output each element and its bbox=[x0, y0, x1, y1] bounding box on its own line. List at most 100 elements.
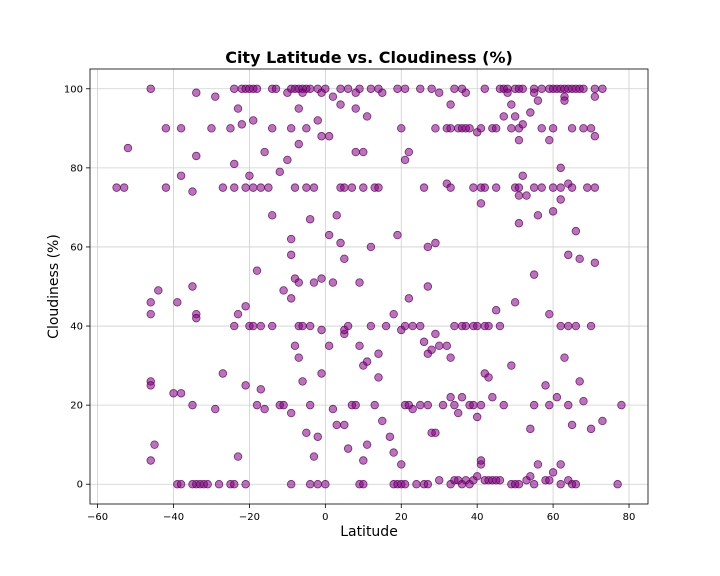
data-point bbox=[545, 309, 554, 319]
data-point bbox=[381, 321, 391, 331]
data-point bbox=[575, 377, 584, 386]
x-tick-label: 0 bbox=[322, 512, 328, 523]
data-point bbox=[507, 124, 516, 133]
grid-lines bbox=[90, 69, 648, 504]
data-point bbox=[431, 329, 440, 339]
y-tick-label: 100 bbox=[64, 84, 83, 95]
data-point bbox=[249, 183, 258, 192]
data-point bbox=[226, 124, 235, 133]
data-point bbox=[590, 84, 600, 93]
data-point bbox=[571, 321, 581, 331]
data-point bbox=[268, 321, 277, 331]
data-point bbox=[260, 147, 269, 157]
x-tick-label: −20 bbox=[239, 512, 260, 523]
data-point bbox=[400, 321, 410, 331]
data-point bbox=[484, 321, 493, 331]
data-point bbox=[613, 480, 622, 489]
chart-title: City Latitude vs. Cloudiness (%) bbox=[225, 48, 513, 67]
data-point bbox=[336, 100, 345, 109]
data-point bbox=[211, 92, 220, 101]
data-point bbox=[279, 400, 288, 410]
data-point bbox=[378, 416, 387, 426]
data-point bbox=[529, 183, 539, 192]
data-point bbox=[446, 100, 455, 109]
y-axis-label: Cloudiness (%) bbox=[46, 234, 62, 339]
data-point bbox=[366, 84, 376, 93]
data-point bbox=[541, 381, 550, 390]
data-point bbox=[294, 139, 303, 149]
data-point bbox=[161, 124, 171, 133]
data-point bbox=[495, 321, 505, 331]
data-point bbox=[537, 124, 546, 133]
data-point bbox=[586, 124, 596, 133]
data-point bbox=[305, 321, 315, 331]
x-tick-label: 60 bbox=[547, 512, 560, 523]
data-point bbox=[450, 400, 459, 410]
data-point bbox=[230, 480, 239, 489]
data-point bbox=[283, 88, 292, 97]
data-point bbox=[491, 124, 501, 133]
data-point bbox=[286, 250, 296, 260]
data-point bbox=[526, 108, 535, 117]
data-point bbox=[286, 124, 296, 133]
data-point bbox=[556, 321, 565, 331]
data-point bbox=[351, 400, 360, 410]
data-point bbox=[302, 124, 311, 133]
data-point bbox=[161, 183, 171, 192]
data-point bbox=[526, 424, 535, 434]
data-point bbox=[351, 88, 360, 97]
data-point bbox=[321, 480, 330, 489]
y-tick-label: 80 bbox=[70, 163, 83, 174]
data-point bbox=[598, 84, 607, 93]
data-point bbox=[514, 183, 524, 192]
data-point bbox=[271, 84, 281, 93]
data-point bbox=[328, 92, 338, 101]
data-point bbox=[537, 84, 546, 93]
data-point bbox=[309, 452, 319, 461]
data-point bbox=[218, 183, 228, 192]
data-point bbox=[256, 385, 266, 394]
data-point bbox=[564, 250, 573, 260]
data-point bbox=[476, 124, 486, 133]
data-point bbox=[431, 238, 440, 248]
data-point bbox=[328, 278, 338, 287]
data-point bbox=[275, 167, 284, 177]
data-point bbox=[317, 325, 326, 335]
data-point bbox=[518, 84, 527, 93]
data-point bbox=[332, 420, 341, 430]
data-point bbox=[590, 92, 600, 101]
data-point bbox=[427, 345, 436, 354]
data-point bbox=[461, 321, 470, 331]
data-point bbox=[567, 183, 577, 192]
data-point bbox=[146, 84, 155, 93]
data-point bbox=[268, 124, 277, 133]
data-point bbox=[507, 361, 516, 370]
data-point bbox=[480, 183, 489, 192]
data-point bbox=[419, 183, 429, 192]
y-tick-label: 0 bbox=[77, 480, 83, 491]
data-point bbox=[529, 480, 539, 489]
data-point bbox=[359, 147, 368, 157]
data-point bbox=[298, 321, 307, 331]
data-point bbox=[241, 302, 250, 311]
data-point bbox=[617, 400, 626, 410]
data-point bbox=[484, 373, 493, 382]
data-point bbox=[575, 254, 584, 264]
data-point bbox=[218, 369, 228, 378]
data-point bbox=[400, 155, 410, 165]
data-point bbox=[230, 159, 239, 169]
data-point bbox=[480, 84, 489, 93]
data-point bbox=[491, 183, 501, 192]
data-point bbox=[499, 112, 508, 121]
data-point bbox=[454, 408, 463, 418]
data-point bbox=[298, 88, 307, 97]
data-point bbox=[249, 116, 258, 125]
data-points bbox=[112, 84, 626, 489]
x-tick-label: 40 bbox=[471, 512, 484, 523]
data-point bbox=[404, 147, 414, 157]
data-point bbox=[340, 183, 349, 192]
data-point bbox=[309, 183, 319, 192]
data-point bbox=[548, 124, 558, 133]
data-point bbox=[560, 96, 569, 105]
data-point bbox=[305, 480, 315, 489]
